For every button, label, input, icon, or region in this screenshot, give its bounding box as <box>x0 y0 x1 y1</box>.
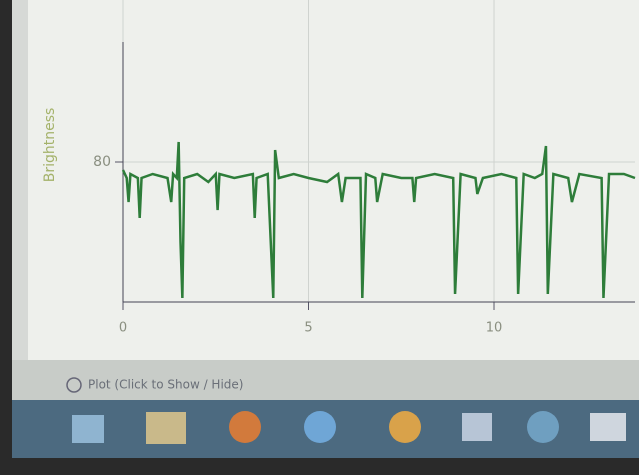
app-icon[interactable] <box>304 411 336 443</box>
y-axis-label: Brightness <box>42 108 58 183</box>
app-icon[interactable] <box>389 411 421 443</box>
app-icon[interactable] <box>590 413 626 441</box>
screen: Plot (Click to Show / Hide) Brightness 0… <box>0 0 639 471</box>
app-icon[interactable] <box>527 411 559 443</box>
app-icon[interactable] <box>462 413 492 441</box>
x-tick-label: 5 <box>304 321 312 336</box>
y-tick-label: 80 <box>93 154 111 170</box>
app-icon[interactable] <box>146 412 186 444</box>
x-tick-label: 10 <box>486 321 503 336</box>
start-icon[interactable] <box>72 415 104 443</box>
page: Plot (Click to Show / Hide) Brightness 0… <box>0 0 639 471</box>
app-icon[interactable] <box>229 411 261 443</box>
toggle-label[interactable]: Plot (Click to Show / Hide) <box>88 378 243 392</box>
x-tick-label: 0 <box>119 321 127 336</box>
